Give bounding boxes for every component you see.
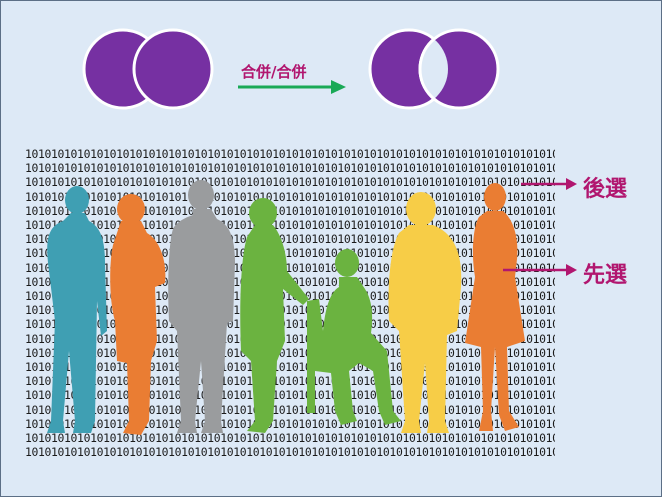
post-selection-label: 後選 xyxy=(583,177,628,202)
orange-dress-woman-silhouette xyxy=(465,183,525,431)
orange-woman-silhouette xyxy=(110,194,166,435)
left-circle-b xyxy=(132,28,214,110)
pre-selection-arrow-head xyxy=(566,264,577,276)
merge-arrow-head xyxy=(331,80,346,94)
green-seated-man-silhouette xyxy=(307,249,401,425)
venn-intersection xyxy=(418,30,448,108)
gray-man-silhouette xyxy=(168,180,235,433)
merge-illustration xyxy=(82,28,500,110)
pre-selection-label: 先選 xyxy=(583,263,628,288)
post-selection-arrow-head xyxy=(566,178,577,190)
teal-person-silhouette xyxy=(47,186,107,433)
merge-label: 合併/合併 xyxy=(241,63,307,81)
green-woman-silhouette xyxy=(240,198,309,433)
yellow-man-silhouette xyxy=(388,192,462,433)
